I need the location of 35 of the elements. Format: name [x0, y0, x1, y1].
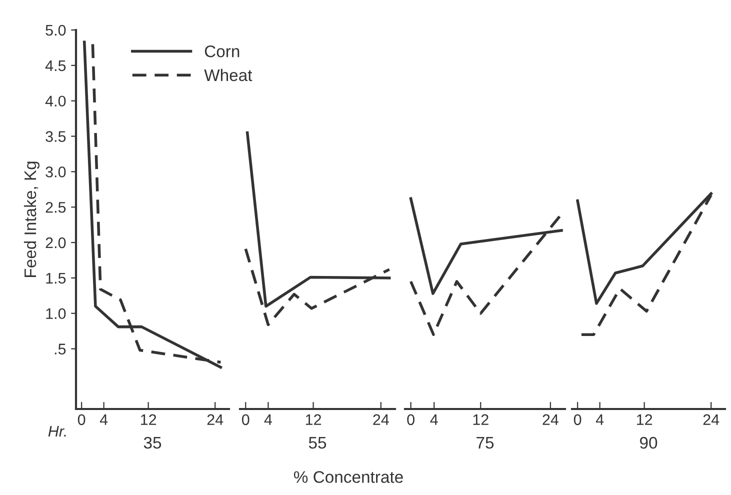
- x-tick-label: 12: [473, 414, 488, 425]
- x-tick-label: 24: [703, 414, 720, 425]
- x-tick-label: 4: [100, 414, 108, 425]
- text: Hr.: [48, 426, 66, 437]
- y-tick-label: 3.5: [46, 131, 66, 142]
- y-tick-label: .5: [54, 344, 66, 354]
- x-tick-label: 4: [596, 414, 604, 425]
- y-tick-label: 5.0: [46, 24, 66, 36]
- x-tick-label: 12: [140, 414, 156, 425]
- y-tick-label: 1.0: [46, 308, 66, 320]
- y-tick-label: 1.5: [46, 272, 66, 284]
- x-tick-label: 24: [542, 414, 559, 425]
- x-tick-label: 24: [373, 414, 389, 425]
- y-tick-label: 3.0: [46, 166, 66, 178]
- y-axis-title: Feed Intake, Kg: [24, 162, 40, 277]
- x-tick-label: 12: [306, 414, 322, 425]
- x-tick-label: 24: [207, 414, 224, 425]
- y-tick-label: 2.5: [46, 202, 66, 213]
- legend-label: Wheat: [204, 68, 252, 82]
- x-tick-label: 0: [78, 414, 86, 426]
- x-tick-label: 0: [574, 414, 582, 426]
- x-tick-label: 4: [264, 414, 272, 425]
- x-tick-label: 12: [636, 414, 652, 425]
- x-axis-title: 35: [144, 436, 162, 449]
- y-tick-label: 4.0: [45, 96, 66, 107]
- x-axis-title: 90: [640, 436, 658, 449]
- x-axis-title: 55: [308, 437, 326, 449]
- y-tick-label: 2.0: [46, 237, 66, 248]
- x-tick-label: 4: [430, 414, 438, 425]
- x-tick-label: 0: [242, 414, 250, 426]
- legend-label: Corn: [204, 45, 240, 58]
- x-tick-label: 0: [407, 414, 414, 426]
- y-tick-label: 4.5: [45, 60, 66, 72]
- x-axis-title: 75: [476, 437, 494, 449]
- text: % Concentrate: [294, 471, 403, 483]
